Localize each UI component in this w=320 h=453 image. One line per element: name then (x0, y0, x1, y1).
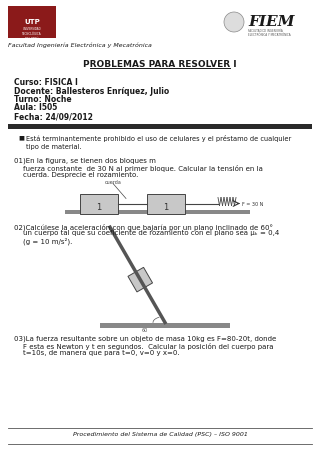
Text: 03)La fuerza resultante sobre un objeto de masa 10kg es F=80-20t, donde: 03)La fuerza resultante sobre un objeto … (14, 336, 276, 342)
Bar (147, 193, 185, 213)
Text: t=10s, de manera que para t=0, v=0 y x=0.: t=10s, de manera que para t=0, v=0 y x=0… (14, 350, 180, 356)
Bar (100, 323, 230, 328)
Text: FACULTAD DE INGENIERÍA
ELECTRÓNICA Y MECATRÓNICA: FACULTAD DE INGENIERÍA ELECTRÓNICA Y MEC… (248, 29, 291, 37)
Text: 01)En la figura, se tienen dos bloques m: 01)En la figura, se tienen dos bloques m (14, 158, 156, 164)
Circle shape (224, 12, 244, 32)
Bar (8, 124, 312, 129)
Text: FIEM: FIEM (248, 15, 294, 29)
Polygon shape (128, 267, 153, 292)
Text: Aula: I505: Aula: I505 (14, 103, 57, 112)
Text: F = 30 N: F = 30 N (242, 202, 263, 207)
Bar (80, 193, 118, 213)
Text: UNIVERSIDAD
TECNOLÓGICA
DEL PERÚ: UNIVERSIDAD TECNOLÓGICA DEL PERÚ (22, 27, 42, 41)
Text: Fecha: 24/09/2012: Fecha: 24/09/2012 (14, 112, 93, 121)
Text: fuerza constante  de 30 N al primer bloque. Calcular la tensión en la: fuerza constante de 30 N al primer bloqu… (14, 164, 263, 172)
Text: Está terminantemente prohibido el uso de celulares y el préstamo de cualquier
ti: Está terminantemente prohibido el uso de… (26, 135, 291, 149)
Text: Docente: Ballesteros Enríquez, Julio: Docente: Ballesteros Enríquez, Julio (14, 87, 169, 96)
Text: Procedimiento del Sistema de Calidad (PSC) – ISO 9001: Procedimiento del Sistema de Calidad (PS… (73, 432, 247, 437)
Text: Turno: Noche: Turno: Noche (14, 95, 72, 104)
Text: un cuerpo tal que su coeficiente de rozamiento con el plano sea μₖ = 0,4: un cuerpo tal que su coeficiente de roza… (14, 231, 279, 236)
Text: UTP: UTP (24, 19, 40, 25)
Text: Curso: FISICA I: Curso: FISICA I (14, 78, 78, 87)
Text: Facultad Ingeniería Electrónica y Mecatrónica: Facultad Ingeniería Electrónica y Mecatr… (8, 42, 152, 48)
Text: 1: 1 (164, 203, 169, 212)
Bar (65, 209, 250, 213)
Text: PROBLEMAS PARA RESOLVER I: PROBLEMAS PARA RESOLVER I (83, 60, 237, 69)
Text: cuerda: cuerda (105, 179, 121, 184)
Text: (g = 10 m/s²).: (g = 10 m/s²). (14, 237, 72, 245)
Text: F esta es Newton y t en segundos.  Calcular la posición del cuerpo para: F esta es Newton y t en segundos. Calcul… (14, 342, 274, 350)
Text: 60: 60 (142, 328, 148, 333)
Text: ■: ■ (18, 135, 24, 140)
Text: 02)Calcúlese la aceleración con que bajaría por un plano inclinado de 60°: 02)Calcúlese la aceleración con que baja… (14, 223, 273, 231)
Bar (8, 6, 56, 38)
Text: cuerda. Desprecie el rozamiento.: cuerda. Desprecie el rozamiento. (14, 172, 138, 178)
Text: 1: 1 (96, 203, 102, 212)
